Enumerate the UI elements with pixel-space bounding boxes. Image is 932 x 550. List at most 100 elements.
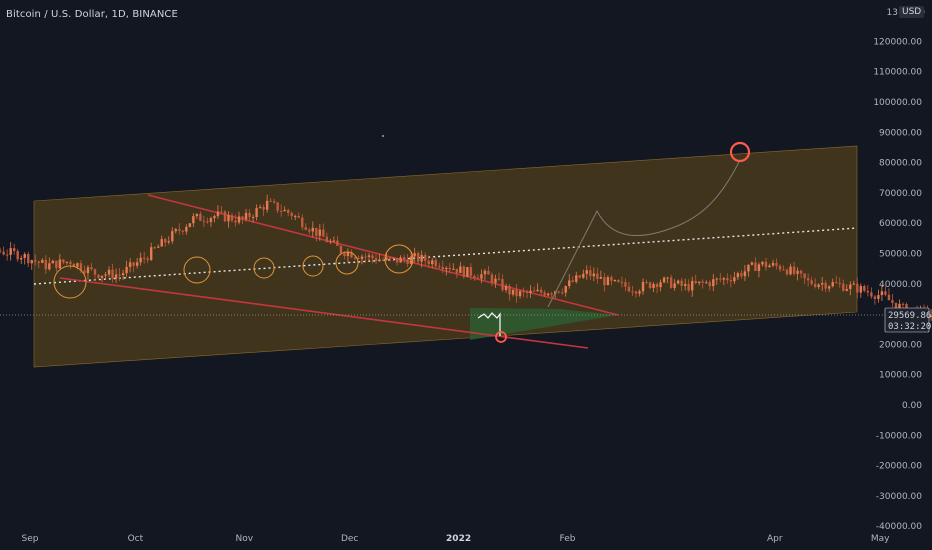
candle-body — [58, 259, 62, 269]
bottom-circle-marker — [495, 331, 507, 343]
candle-body — [835, 282, 838, 284]
candle-body — [76, 263, 79, 267]
candle-body — [842, 283, 845, 291]
candle-body — [9, 248, 12, 255]
candle-body — [227, 215, 230, 222]
candle-body — [125, 266, 128, 274]
candle-body — [459, 266, 462, 273]
candle-body — [100, 275, 104, 278]
candle-body — [374, 258, 378, 262]
y-tick-label: -40000.00 — [876, 522, 922, 532]
candle-body — [838, 282, 841, 284]
candle-body — [641, 281, 645, 292]
candle-body — [445, 267, 448, 270]
wedge-trendlines — [59, 194, 619, 349]
candle-body — [121, 273, 125, 276]
candle-body — [438, 266, 441, 268]
candle-body — [831, 282, 834, 287]
candle-body — [466, 267, 469, 277]
candle-body — [357, 257, 360, 259]
candle-body — [813, 284, 817, 287]
candle-body — [350, 251, 353, 258]
projection-line — [547, 159, 741, 308]
candle-body — [557, 291, 560, 293]
currency-badge[interactable]: USD — [899, 6, 925, 18]
candle-body — [691, 280, 694, 291]
candle-body — [114, 274, 118, 279]
candle-body — [416, 253, 420, 262]
candle-body — [431, 260, 434, 265]
candle-body — [740, 273, 743, 277]
candle-body — [244, 212, 248, 220]
candle-body — [44, 259, 48, 270]
candle-body — [620, 281, 624, 283]
candle-body — [624, 282, 627, 287]
candle-body — [318, 229, 322, 236]
candle-body — [856, 283, 859, 293]
candle-body — [72, 263, 76, 267]
candle-body — [30, 260, 33, 264]
target-circle-marker — [729, 141, 751, 163]
candle-body — [743, 271, 747, 277]
candle-body — [757, 264, 761, 271]
candle-body — [427, 260, 430, 265]
candle-body — [118, 274, 121, 276]
candle-body — [497, 278, 501, 280]
candle-body — [887, 294, 891, 301]
candle-body — [820, 283, 824, 285]
x-tick-label: Apr — [767, 534, 783, 544]
x-axis: SepOctNovDec2022FebAprMayJunJulAugSepOct… — [22, 534, 891, 544]
candle-body — [279, 210, 283, 212]
candle-body — [139, 257, 142, 263]
candle-body — [237, 216, 241, 223]
candle-body — [283, 209, 286, 212]
candle-body — [146, 258, 149, 260]
symbol-title[interactable]: Bitcoin / U.S. Dollar, 1D, BINANCE — [6, 9, 178, 20]
candle-body — [487, 270, 490, 275]
candle-body — [441, 266, 444, 270]
candle-body — [213, 216, 216, 219]
countdown-text: 03:32:20 — [888, 322, 931, 332]
candle-body — [638, 291, 641, 294]
price-channel — [33, 145, 858, 368]
candle-body — [736, 273, 740, 278]
candle-body — [884, 291, 887, 295]
candle-body — [62, 259, 65, 263]
candle-body — [564, 286, 567, 293]
upper-trendline — [147, 194, 619, 316]
x-tick-label: May — [871, 534, 890, 544]
candle-body — [234, 220, 237, 223]
candle-body — [276, 202, 279, 211]
candle-body — [771, 263, 775, 266]
candle-body — [149, 247, 153, 260]
candle-body — [712, 279, 715, 287]
candle-body — [258, 207, 262, 209]
candle-body — [272, 201, 276, 203]
candle-body — [93, 269, 97, 275]
candle-body — [385, 257, 388, 260]
candle-body — [255, 208, 258, 218]
candle-body — [877, 295, 880, 299]
candle-body — [378, 259, 381, 262]
candle-body — [5, 254, 9, 256]
candle-body — [701, 281, 704, 283]
candle-body — [726, 278, 729, 281]
candle-body — [202, 220, 206, 222]
candle-body — [269, 200, 272, 202]
y-tick-label: 10000.00 — [879, 371, 922, 381]
candle-body — [483, 270, 487, 275]
candle-body — [589, 270, 592, 277]
candle-body — [195, 213, 199, 217]
candle-body — [669, 277, 673, 288]
candle-body — [796, 270, 799, 274]
candle-body — [655, 284, 659, 288]
candle-body — [529, 290, 532, 293]
candle-body — [290, 212, 293, 217]
orange-circle-marker — [335, 251, 359, 275]
candle-body — [111, 269, 114, 279]
candle-body — [55, 260, 58, 269]
candle-body — [265, 200, 269, 210]
candle-body — [406, 259, 409, 265]
candle-body — [522, 291, 525, 293]
